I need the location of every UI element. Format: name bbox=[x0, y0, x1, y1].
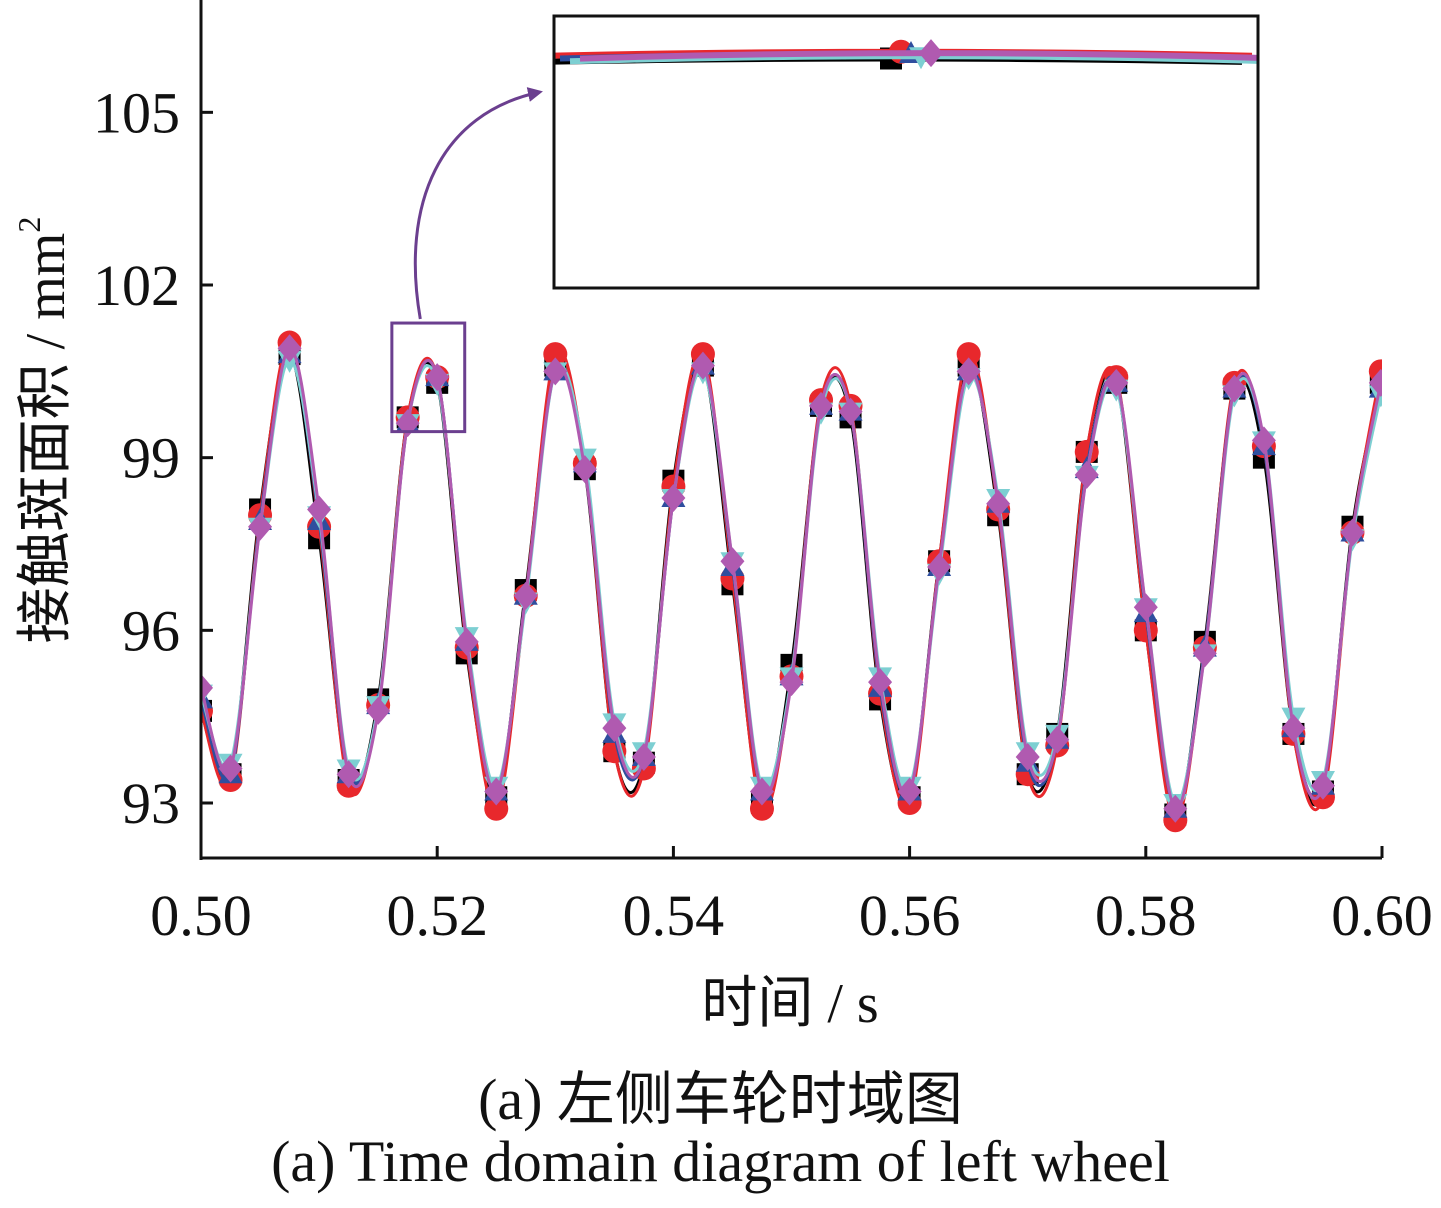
data-point-4-30 bbox=[1074, 460, 1099, 489]
data-point-4-15 bbox=[631, 742, 656, 771]
series-line-3 bbox=[201, 358, 1382, 805]
data-point-4-27 bbox=[986, 489, 1011, 518]
y-tick-label: 99 bbox=[122, 426, 180, 491]
data-point-4-12 bbox=[543, 357, 568, 386]
data-point-4-25 bbox=[927, 553, 952, 582]
x-tick-label: 0.52 bbox=[386, 883, 488, 948]
inset-frame bbox=[552, 14, 1260, 290]
data-point-4-38 bbox=[1310, 771, 1335, 800]
data-point-1-26 bbox=[956, 342, 981, 367]
data-point-4-10 bbox=[484, 777, 509, 806]
data-point-4-36 bbox=[1251, 426, 1276, 455]
data-point-4-39 bbox=[1340, 518, 1365, 547]
data-point-4-34 bbox=[1192, 639, 1217, 668]
data-point-4-33 bbox=[1163, 794, 1188, 823]
data-point-4-23 bbox=[868, 668, 893, 697]
series-line-1 bbox=[201, 341, 1382, 822]
y-tick-label: 105 bbox=[93, 80, 180, 145]
data-point-4-19 bbox=[749, 777, 774, 806]
ticks-group: 0.50 0.52 0.54 0.56 0.58 0.60 93 96 99 102 105 bbox=[93, 80, 1433, 948]
data-point-4-13 bbox=[572, 455, 597, 484]
data-point-4-0 bbox=[201, 673, 213, 702]
data-point-4-11 bbox=[513, 581, 538, 610]
data-point-4-28 bbox=[1015, 742, 1040, 771]
data-point-4-18 bbox=[720, 547, 745, 576]
data-point-4-16 bbox=[661, 483, 686, 512]
inset-peak-marker-4 bbox=[919, 39, 943, 68]
x-tick-label: 0.50 bbox=[150, 883, 252, 948]
data-point-4-40 bbox=[1368, 368, 1382, 397]
series-4 bbox=[201, 334, 1382, 823]
data-point-4-2 bbox=[248, 512, 273, 541]
data-point-4-6 bbox=[366, 696, 391, 725]
y-tick-label: 93 bbox=[122, 771, 180, 836]
inset-lines bbox=[554, 39, 1258, 70]
data-point-1-19 bbox=[749, 796, 774, 821]
data-point-4-4 bbox=[307, 495, 332, 524]
data-point-4-24 bbox=[897, 777, 922, 806]
y-axis-title: 接触斑面积 / mm2 bbox=[11, 217, 77, 644]
data-point-4-17 bbox=[690, 351, 715, 380]
plot-series-group bbox=[201, 330, 1382, 833]
data-point-4-3 bbox=[277, 334, 302, 363]
y-axis-title-main: 接触斑面积 / mm bbox=[15, 233, 77, 644]
data-point-1-10 bbox=[484, 796, 509, 821]
series-line-0 bbox=[201, 352, 1382, 817]
y-tick-label: 96 bbox=[122, 598, 180, 663]
figure-caption-zh: (a) 左侧车轮时域图 bbox=[478, 1067, 963, 1132]
data-point-4-22 bbox=[838, 397, 863, 426]
data-point-4-8 bbox=[425, 363, 450, 392]
data-point-4-31 bbox=[1104, 368, 1129, 397]
x-axis-title: 时间 / s bbox=[701, 973, 878, 1035]
data-point-4-21 bbox=[809, 391, 834, 420]
data-point-4-9 bbox=[454, 627, 479, 656]
data-point-4-35 bbox=[1222, 374, 1247, 403]
figure-caption-en: (a) Time domain diagram of left wheel bbox=[271, 1129, 1170, 1194]
x-tick-label: 0.58 bbox=[1095, 883, 1197, 948]
data-point-4-5 bbox=[336, 760, 361, 789]
zoom-region-box bbox=[390, 321, 467, 434]
data-point-4-20 bbox=[779, 668, 804, 697]
inset-panel bbox=[552, 14, 1260, 290]
data-point-4-37 bbox=[1281, 714, 1306, 743]
y-axis-title-superscript: 2 bbox=[11, 217, 47, 233]
data-point-4-32 bbox=[1133, 593, 1158, 622]
data-point-1-12 bbox=[543, 342, 568, 367]
x-tick-label: 0.54 bbox=[623, 883, 725, 948]
x-tick-label: 0.56 bbox=[859, 883, 961, 948]
zoom-arrow bbox=[413, 87, 543, 320]
series-line-4 bbox=[201, 346, 1382, 811]
axes-group bbox=[199, 0, 1382, 860]
y-tick-label: 102 bbox=[93, 253, 180, 318]
zoom-group bbox=[390, 87, 543, 434]
data-point-1-32 bbox=[1133, 618, 1158, 643]
x-tick-label: 0.60 bbox=[1331, 883, 1433, 948]
series-line-2 bbox=[201, 352, 1382, 811]
data-point-4-29 bbox=[1045, 725, 1070, 754]
data-point-4-14 bbox=[602, 714, 627, 743]
data-point-4-26 bbox=[956, 357, 981, 386]
data-point-4-1 bbox=[218, 754, 243, 783]
